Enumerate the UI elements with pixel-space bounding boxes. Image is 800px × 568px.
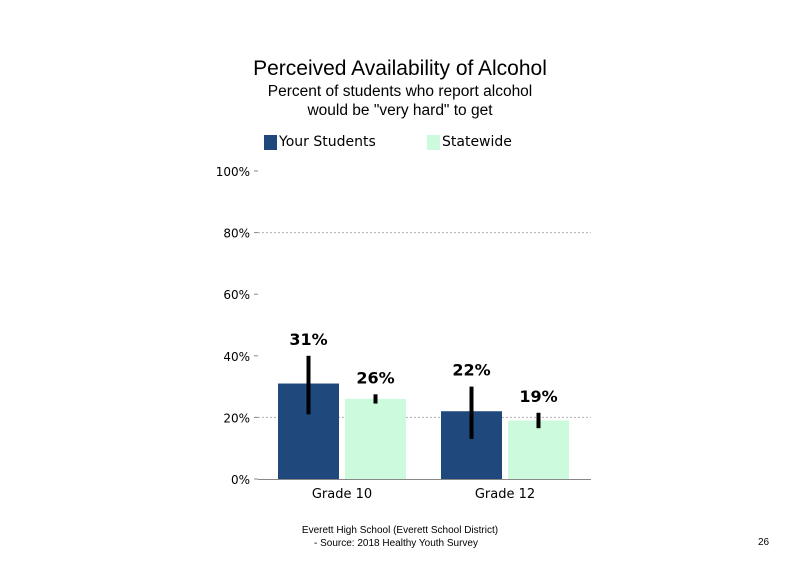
y-tick-label: 60% <box>223 288 250 302</box>
data-label: 22% <box>452 361 490 380</box>
footer-line-2: - Source: 2018 Healthy Youth Survey <box>314 538 478 549</box>
legend-item-your-students: Your Students <box>264 133 376 151</box>
footer-source: Everett High School (Everett School Dist… <box>0 524 800 550</box>
data-label: 19% <box>519 387 557 406</box>
legend-label-statewide: Statewide <box>442 134 512 150</box>
y-tick-label: 80% <box>223 227 250 241</box>
y-tick-label: 0% <box>231 473 250 487</box>
footer-line-1: Everett High School (Everett School Dist… <box>301 525 499 536</box>
subtitle-line-2: would be "very hard" to get <box>307 102 493 119</box>
subtitle-line-1: Percent of students who report alcohol <box>267 83 533 100</box>
y-tick-label: 20% <box>223 411 250 425</box>
data-label: 31% <box>289 330 327 349</box>
bar-statewide <box>508 420 569 479</box>
chart-title: Perceived Availability of Alcohol <box>253 57 547 80</box>
chart-subtitle: Percent of students who report alcohol w… <box>0 82 800 120</box>
page-number: 26 <box>758 537 770 548</box>
x-tick-label: Grade 10 <box>312 487 372 502</box>
x-tick-label: Grade 12 <box>475 487 535 502</box>
legend-label-your-students: Your Students <box>279 134 376 150</box>
bar-statewide <box>345 398 406 479</box>
data-label: 26% <box>356 368 394 387</box>
y-tick-label: 40% <box>223 350 250 364</box>
legend-item-statewide: Statewide <box>427 133 512 151</box>
legend-swatch-your-students <box>264 134 277 150</box>
y-tick-label: 100% <box>216 165 250 179</box>
legend-swatch-statewide <box>427 134 440 150</box>
